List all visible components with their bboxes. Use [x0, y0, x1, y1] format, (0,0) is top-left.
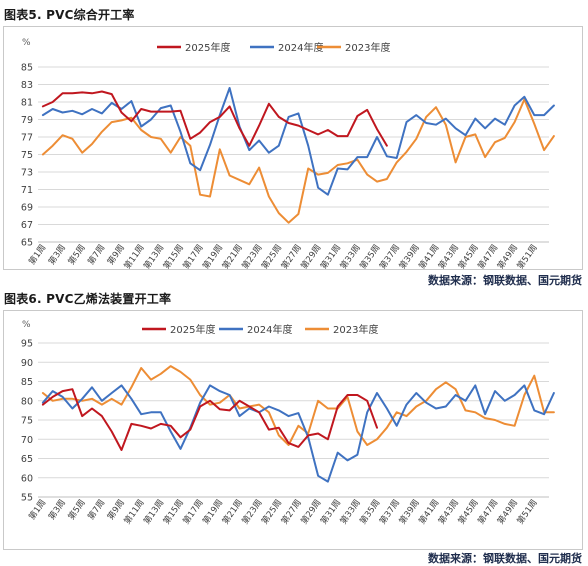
y-tick-label: 90 — [21, 358, 33, 369]
legend-label-2025: 2025年度 — [185, 41, 230, 54]
legend-label-2025: 2025年度 — [170, 323, 215, 336]
series-line-2025 — [41, 388, 378, 451]
figure-5-source: 数据来源：钢联数据、国元期货 — [428, 274, 582, 287]
figure-6-title: 图表6. PVC乙烯法装置开工率 — [4, 292, 172, 306]
figure-5-panel: % 65 67 69 71 73 75 77 79 81 83 85 第1周 第3周 第5周 第7周 第9周 第1… — [3, 26, 583, 272]
series-line-2024 — [41, 384, 555, 483]
y-tick-label: 65 — [21, 238, 33, 249]
y-axis-unit: % — [22, 38, 31, 48]
series-line-2025 — [41, 90, 388, 147]
figure-6-source: 数据来源：钢联数据、国元期货 — [428, 552, 582, 565]
x-tick-label: 第51周 — [515, 497, 540, 526]
y-tick-label: 81 — [21, 98, 33, 109]
legend-label-2023: 2023年度 — [333, 323, 378, 336]
y-tick-label: 85 — [21, 63, 33, 74]
y-tick-label: 95 — [21, 339, 33, 350]
y-tick-label: 65 — [21, 454, 33, 465]
series-line-2024 — [41, 87, 555, 196]
x-tick-label: 第51周 — [515, 242, 540, 269]
y-tick-label: 77 — [21, 133, 33, 144]
y-tick-label: 69 — [21, 203, 33, 214]
x-tick-label: 第7周 — [85, 497, 107, 522]
y-tick-label: 70 — [21, 435, 33, 446]
legend-label-2024: 2024年度 — [278, 41, 323, 54]
y-tick-label: 60 — [21, 473, 33, 484]
x-tick-label: 第7周 — [85, 242, 107, 267]
series-line-2023 — [41, 98, 555, 224]
y-tick-label: 73 — [21, 168, 33, 179]
x-tick-label: 第5周 — [66, 497, 88, 522]
x-tick-label: 第3周 — [46, 242, 68, 267]
series-line-2023 — [41, 365, 555, 446]
y-tick-label: 83 — [21, 80, 33, 91]
y-tick-label: 75 — [21, 150, 33, 161]
y-tick-label: 75 — [21, 416, 33, 427]
y-tick-label: 85 — [21, 377, 33, 388]
y-tick-label: 67 — [21, 220, 33, 231]
x-tick-label: 第3周 — [46, 497, 68, 522]
figure-5-title: 图表5. PVC综合开工率 — [4, 8, 135, 22]
legend-label-2023: 2023年度 — [345, 41, 390, 54]
y-tick-label: 55 — [21, 493, 33, 504]
y-tick-label: 79 — [21, 115, 33, 126]
x-tick-label: 第5周 — [66, 242, 88, 267]
legend-label-2024: 2024年度 — [247, 323, 292, 336]
y-tick-label: 71 — [21, 185, 33, 196]
y-tick-label: 80 — [21, 396, 33, 407]
y-axis-unit: % — [22, 320, 31, 330]
figure-6-panel: % 55 60 65 70 75 80 85 90 95 第1周 第3周 第5周 第7周 第9周 第11周 第1… — [3, 310, 583, 550]
chart-pvc-overall-operating-rate: %6567697173757779818385第1周第3周第5周第7周第9周第1… — [21, 38, 555, 272]
chart-pvc-ethylene-operating-rate: %556065707580859095第1周第3周第5周第7周第9周第11周第1… — [21, 320, 555, 527]
